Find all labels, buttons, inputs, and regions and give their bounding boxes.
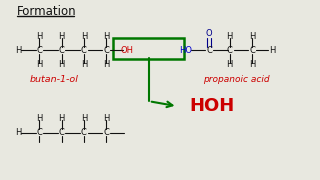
Text: C: C xyxy=(36,46,42,55)
Text: H: H xyxy=(15,46,21,55)
Text: H: H xyxy=(59,32,65,41)
Text: C: C xyxy=(249,46,255,55)
Text: Formation: Formation xyxy=(17,5,77,18)
Text: OH: OH xyxy=(121,46,134,55)
Text: H: H xyxy=(103,32,109,41)
Text: C: C xyxy=(59,128,65,137)
Text: H: H xyxy=(15,128,21,137)
Text: H: H xyxy=(103,60,109,69)
Text: C: C xyxy=(103,46,109,55)
Text: H: H xyxy=(249,32,255,41)
Text: C: C xyxy=(59,46,65,55)
Text: C: C xyxy=(227,46,233,55)
Text: H: H xyxy=(81,60,87,69)
Text: H: H xyxy=(59,60,65,69)
Text: H: H xyxy=(36,32,43,41)
Text: H: H xyxy=(59,114,65,123)
Text: H: H xyxy=(103,114,109,123)
Text: H: H xyxy=(269,46,276,55)
Text: H: H xyxy=(81,32,87,41)
Text: C: C xyxy=(36,128,42,137)
Text: butan-1-ol: butan-1-ol xyxy=(29,75,78,84)
Text: HOH: HOH xyxy=(190,97,235,115)
Text: C: C xyxy=(103,128,109,137)
Text: H: H xyxy=(36,114,43,123)
Text: C: C xyxy=(81,46,87,55)
Text: O: O xyxy=(206,29,212,38)
Text: H: H xyxy=(36,60,43,69)
Text: C: C xyxy=(81,128,87,137)
Text: propanoic acid: propanoic acid xyxy=(203,75,269,84)
Text: H: H xyxy=(81,114,87,123)
Text: H: H xyxy=(249,60,255,69)
Text: H: H xyxy=(227,32,233,41)
Text: HO: HO xyxy=(179,46,192,55)
Text: C: C xyxy=(206,46,212,55)
Text: H: H xyxy=(227,60,233,69)
